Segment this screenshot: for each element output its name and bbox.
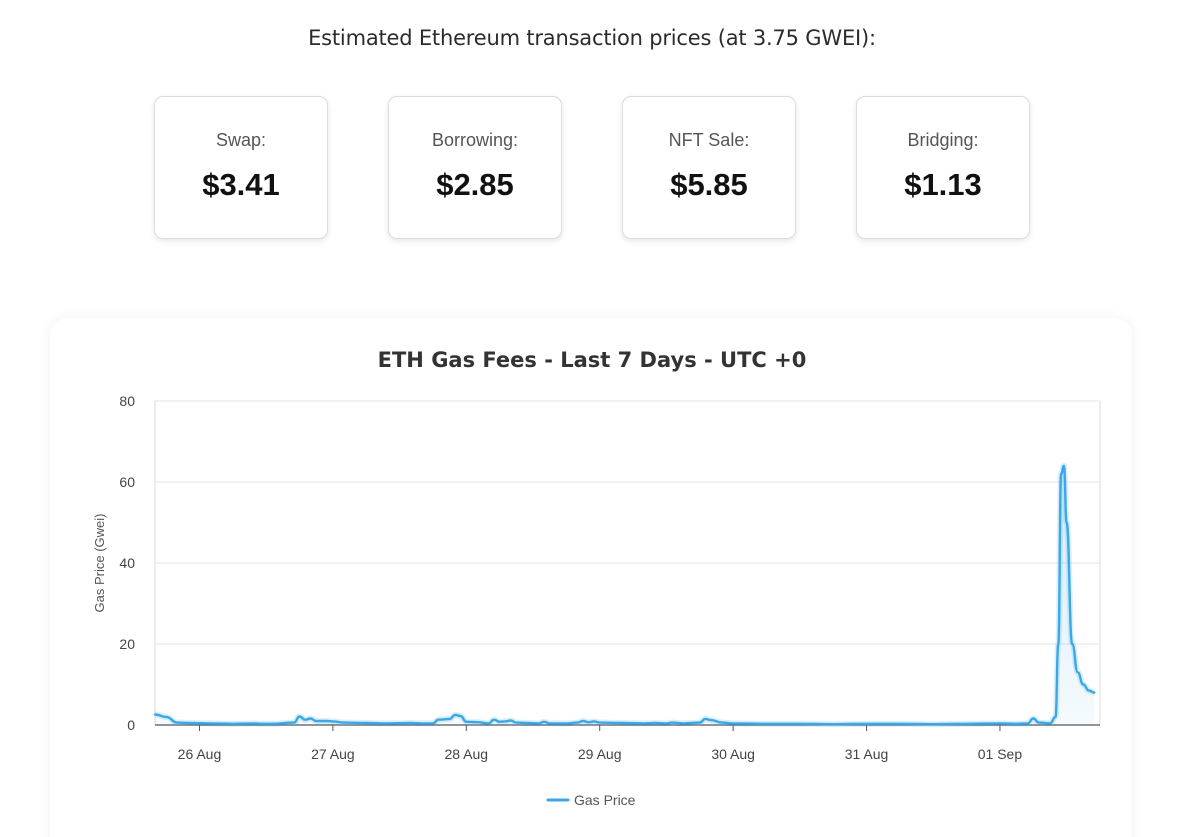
series — [153, 462, 1096, 728]
chart-title: ETH Gas Fees - Last 7 Days - UTC +0 — [377, 348, 807, 372]
swap-label: Swap: — [215, 130, 267, 150]
price-cards: Swap: $3.41 Borrowing: $2.85 NFT Sale: $… — [154, 96, 1030, 239]
nft-sale-card: NFT Sale: $5.85 — [622, 96, 796, 239]
borrowing-label: Borrowing: — [431, 130, 519, 150]
legend: Gas Price — [546, 792, 636, 808]
nft-sale-label: NFT Sale: — [668, 130, 750, 150]
y-tick-label: 0 — [127, 717, 135, 733]
x-tick-label: 27 Aug — [311, 746, 355, 762]
legend-label[interactable]: Gas Price — [574, 792, 636, 808]
series-area — [155, 465, 1095, 725]
y-axis-label: Gas Price (Gwei) — [92, 514, 107, 613]
y-tick-label: 60 — [119, 474, 135, 490]
x-tick-label: 30 Aug — [711, 746, 755, 762]
x-tick-label: 31 Aug — [845, 746, 889, 762]
series-line-glow — [154, 462, 1095, 728]
page-title: Estimated Ethereum transaction prices (a… — [308, 26, 876, 50]
bridging-value: $1.13 — [904, 167, 982, 202]
nft-sale-value: $5.85 — [670, 167, 748, 202]
y-tick-label: 20 — [119, 636, 135, 652]
x-tick-label: 28 Aug — [444, 746, 488, 762]
x-tick-label: 29 Aug — [578, 746, 622, 762]
bridging-label: Bridging: — [907, 130, 979, 150]
series-line-gas-price — [153, 464, 1096, 726]
grid — [154, 400, 1101, 726]
x-tick-label: 26 Aug — [178, 746, 222, 762]
y-tick-label: 80 — [119, 393, 135, 409]
borrowing-value: $2.85 — [436, 167, 514, 202]
bridging-card: Bridging: $1.13 — [856, 96, 1030, 239]
swap-value: $3.41 — [202, 167, 280, 202]
y-tick-label: 40 — [119, 555, 135, 571]
x-tick-label: 01 Sep — [978, 746, 1023, 762]
swap-card: Swap: $3.41 — [154, 96, 328, 239]
axes: 0 20 40 60 80 26 Aug 27 Aug 28 Aug 29 Aug 30 Aug 3… — [92, 393, 1100, 762]
chart-panel — [50, 318, 1132, 837]
borrowing-card: Borrowing: $2.85 — [388, 96, 562, 239]
